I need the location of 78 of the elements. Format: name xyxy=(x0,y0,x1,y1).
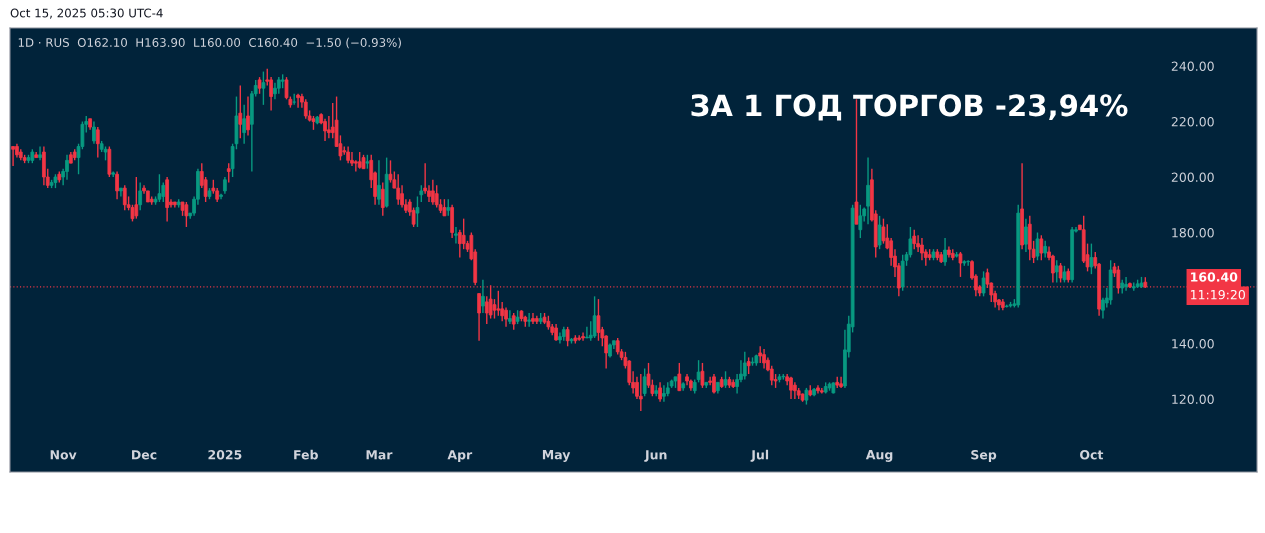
candlestick xyxy=(327,115,331,139)
candlestick xyxy=(481,278,485,314)
candlestick xyxy=(377,159,381,206)
candlestick xyxy=(157,173,162,203)
candlestick xyxy=(95,126,100,159)
candlestick xyxy=(11,145,15,167)
candlestick xyxy=(881,217,886,245)
candlestick xyxy=(496,290,501,317)
x-tick-label: Feb xyxy=(294,449,318,460)
y-tick-label: 140.00 xyxy=(1172,338,1214,349)
text: 1D · RUS O162.10 H163.90 L160.00 C160.40 −1.50 (−0.93%) xyxy=(18,37,401,49)
candlestick xyxy=(642,367,647,397)
candlestick xyxy=(65,154,69,181)
y-tick-label: 200.00 xyxy=(1171,172,1214,182)
y-tick-label: 120.00 xyxy=(1172,394,1214,404)
candlestick xyxy=(762,348,766,370)
candlestick xyxy=(434,184,439,209)
candlestick xyxy=(296,93,300,109)
candlestick xyxy=(461,217,466,250)
x-tick-label: May xyxy=(542,450,571,462)
candlestick xyxy=(415,195,420,228)
candlestick xyxy=(92,120,96,145)
x-tick-label: Dec xyxy=(132,450,157,460)
candlestick xyxy=(353,159,358,173)
candlestick xyxy=(839,376,843,389)
candlestick xyxy=(242,104,247,145)
candlestick xyxy=(246,95,250,137)
candlestick xyxy=(1054,259,1059,284)
ref-line-label: 160.40 xyxy=(1191,272,1238,282)
y-tick-label: 180.00 xyxy=(1172,227,1214,238)
candlestick xyxy=(115,170,119,200)
candlestick xyxy=(484,295,489,325)
candlestick xyxy=(508,309,512,325)
x-tick-label: Mar xyxy=(366,450,393,460)
candlestick xyxy=(238,84,243,139)
x-tick-label: Oct xyxy=(1080,450,1104,460)
text: 11:19:20 xyxy=(1191,289,1245,300)
candlestick xyxy=(585,326,589,339)
candlestick xyxy=(504,306,508,328)
x-tick-label: Jul xyxy=(750,449,769,462)
y-tick-label: 240.00 xyxy=(1171,61,1214,71)
candlestick xyxy=(912,229,917,250)
candlestick xyxy=(1058,262,1063,284)
candlestick xyxy=(558,331,562,345)
x-tick-label: Jun xyxy=(644,450,667,462)
candlestick xyxy=(134,176,139,220)
candlestick xyxy=(396,173,401,206)
candlestick xyxy=(531,312,535,325)
candlestick xyxy=(323,118,327,142)
x-tick-label: Sep xyxy=(971,450,997,462)
candlestick xyxy=(662,384,666,403)
candlestick xyxy=(581,331,585,342)
candlestick xyxy=(477,292,481,342)
candlestick xyxy=(696,359,701,384)
candlestick xyxy=(742,351,747,381)
candlestick xyxy=(1024,217,1028,253)
candlestick xyxy=(454,226,458,245)
candlestick xyxy=(658,381,662,403)
candlestick xyxy=(592,295,597,339)
candlestick xyxy=(380,181,385,217)
candlestick xyxy=(1035,231,1040,261)
x-tick-label: 2025 xyxy=(208,450,242,460)
candlestick xyxy=(596,298,601,342)
candlestick xyxy=(527,312,531,328)
candlestick xyxy=(966,259,971,267)
candlestick xyxy=(303,98,308,120)
candlestick xyxy=(226,162,231,184)
candlestick xyxy=(638,373,643,412)
candlestick xyxy=(38,145,42,162)
x-tick-label: Aug xyxy=(865,450,893,462)
candlestick xyxy=(877,215,882,250)
candlestick xyxy=(943,237,947,267)
y-tick-label: 220.00 xyxy=(1171,116,1214,127)
candlestick xyxy=(1124,276,1128,292)
x-tick-label: Apr xyxy=(447,450,473,462)
candlestick xyxy=(866,156,870,225)
x-tick-label: Nov xyxy=(50,450,77,460)
chart-title: Oct 15, 2025 05:30 UTC-4 xyxy=(10,8,163,19)
